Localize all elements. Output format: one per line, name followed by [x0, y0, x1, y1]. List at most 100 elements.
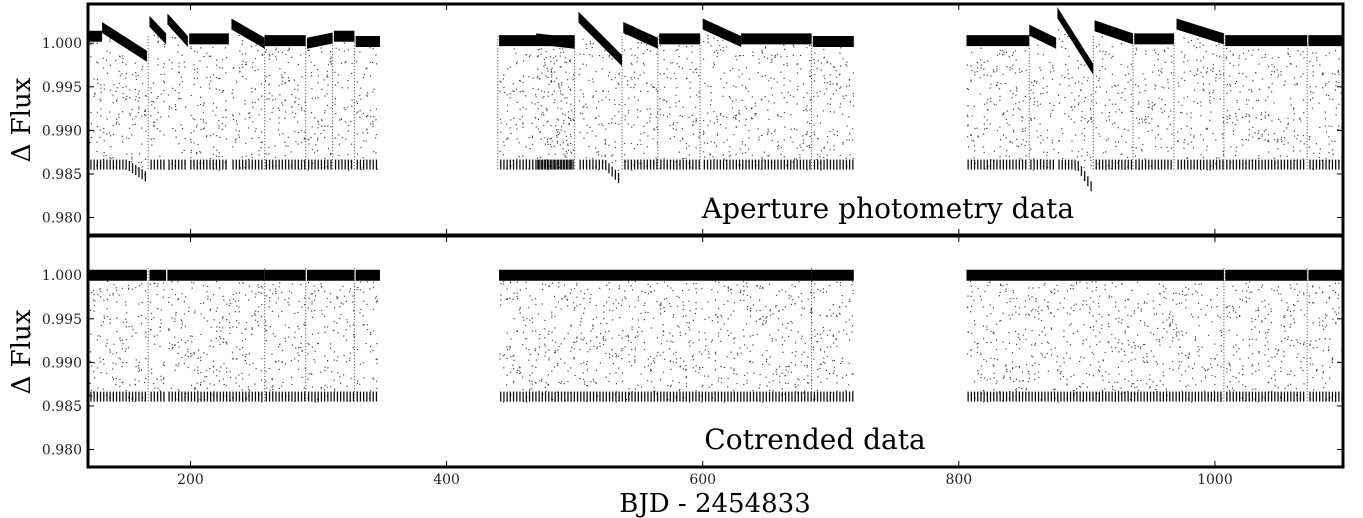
transit-point	[534, 350, 536, 352]
transit-point	[659, 114, 662, 116]
transit-point	[334, 71, 336, 73]
transit-point	[842, 141, 844, 143]
transit-point	[1245, 58, 1247, 60]
transit-point	[216, 135, 218, 137]
transit-point	[672, 316, 674, 318]
transit-point	[168, 348, 170, 350]
transit-point	[685, 157, 687, 159]
transit-point	[261, 53, 263, 55]
transit-point	[569, 59, 571, 61]
transit-point	[121, 287, 123, 289]
transit-point	[278, 360, 280, 362]
transit-point	[615, 353, 617, 355]
transit-point	[178, 143, 180, 145]
transit-point	[785, 291, 787, 293]
transit-point	[282, 104, 284, 106]
transit-point	[639, 139, 641, 141]
transit-point	[565, 135, 567, 137]
transit-bottom-point	[528, 391, 531, 402]
transit-point	[519, 367, 521, 369]
transit-point	[783, 44, 785, 46]
transit-point	[532, 143, 534, 145]
transit-point	[103, 315, 105, 317]
flux-baseline-band	[149, 269, 167, 281]
transit-point	[109, 64, 111, 66]
transit-point	[238, 130, 240, 132]
transit-point	[510, 119, 512, 121]
transit-point	[311, 293, 313, 295]
transit-point	[174, 318, 176, 320]
transit-point	[284, 82, 286, 84]
transit-bottom-point	[184, 159, 186, 170]
transit-point	[630, 48, 632, 50]
transit-bottom-point	[1074, 159, 1076, 170]
transit-point	[558, 345, 560, 347]
transit-point	[781, 336, 783, 338]
transit-point	[783, 77, 785, 79]
transit-point	[1036, 82, 1038, 84]
transit-point	[551, 67, 553, 69]
transit-point	[633, 124, 635, 126]
transit-point	[637, 299, 639, 301]
transit-point	[1328, 94, 1330, 96]
transit-point	[268, 83, 270, 85]
transit-point	[570, 350, 572, 352]
transit-point	[628, 361, 631, 363]
transit-point	[219, 77, 221, 80]
transit-point	[1271, 64, 1273, 66]
transit-point	[585, 43, 587, 45]
transit-point	[129, 384, 131, 386]
transit-point	[190, 141, 192, 143]
transit-point	[369, 332, 372, 334]
transit-point	[1329, 98, 1331, 100]
transit-point	[549, 165, 551, 167]
transit-point	[1040, 69, 1042, 71]
transit-point	[573, 119, 575, 121]
transit-point	[695, 302, 697, 304]
transit-point	[509, 93, 511, 95]
transit-point	[592, 43, 594, 45]
transit-point	[171, 62, 173, 64]
transit-point	[695, 121, 697, 123]
transit-point	[839, 284, 841, 286]
transit-bottom-point	[669, 391, 671, 402]
transit-point	[503, 354, 506, 356]
flux-baseline-band	[167, 269, 265, 281]
transit-bottom-point	[989, 159, 992, 170]
transit-point	[106, 316, 109, 318]
transit-point	[970, 134, 972, 136]
transit-point	[685, 78, 688, 80]
transit-point	[851, 284, 853, 286]
transit-point	[1326, 94, 1328, 96]
transit-point	[1138, 101, 1140, 103]
transit-point	[1033, 101, 1036, 103]
transit-point	[232, 114, 234, 116]
transit-point	[576, 340, 578, 343]
transit-point	[1101, 66, 1103, 68]
transit-point	[1057, 94, 1060, 97]
transit-point	[1145, 116, 1147, 118]
transit-point	[761, 49, 763, 51]
transit-point	[682, 309, 684, 311]
transit-point	[320, 133, 322, 135]
transit-point	[747, 90, 750, 92]
flux-baseline-band	[536, 33, 575, 49]
transit-point	[1248, 89, 1250, 91]
transit-point	[599, 345, 601, 348]
transit-point	[759, 309, 761, 312]
transit-point	[1074, 82, 1076, 84]
transit-point	[630, 341, 632, 343]
transit-point	[187, 340, 189, 342]
transit-point	[1157, 53, 1159, 56]
transit-point	[790, 371, 792, 373]
transit-point	[722, 47, 724, 49]
transit-point	[1081, 132, 1083, 134]
transit-point	[291, 56, 293, 58]
transit-bottom-point	[106, 159, 108, 170]
transit-point	[505, 298, 507, 300]
transit-point	[579, 378, 581, 380]
transit-point	[643, 125, 645, 127]
transit-point	[248, 299, 250, 301]
transit-point	[634, 388, 636, 390]
transit-bottom-point	[160, 391, 162, 402]
